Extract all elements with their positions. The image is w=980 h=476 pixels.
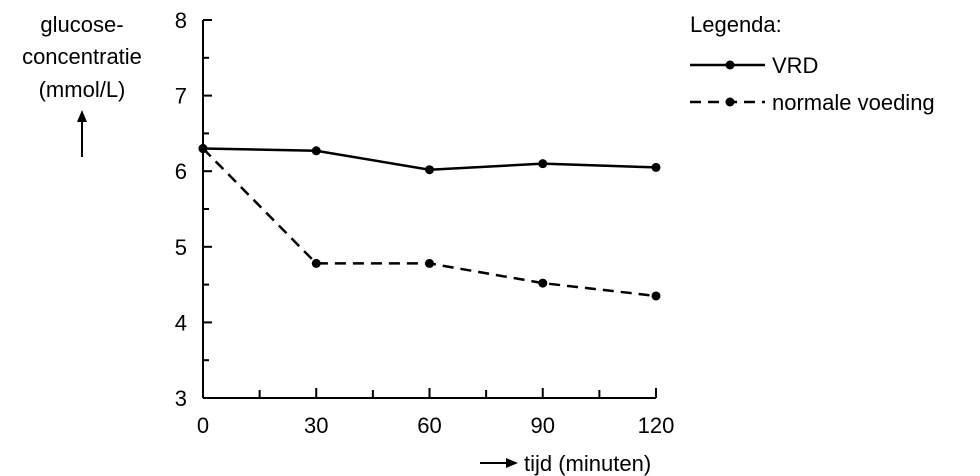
x-ticks: 0 30 60 90 120: [197, 388, 674, 438]
x-tick-label: 60: [417, 413, 441, 438]
series-lines: [198, 144, 661, 301]
legend-title: Legenda:: [690, 12, 782, 37]
y-axis-arrow: [77, 110, 87, 157]
legend-marker: [725, 97, 735, 107]
y-axis-label-line-3: (mmol/L): [39, 77, 126, 102]
y-tick-label: 3: [175, 386, 187, 411]
y-tick-label: 7: [175, 84, 187, 109]
data-point: [651, 291, 661, 301]
data-point: [311, 258, 321, 268]
x-axis-label: tijd (minuten): [524, 451, 651, 476]
y-ticks: 3 4 5 6 7 8: [175, 8, 212, 411]
y-tick-label: 4: [175, 310, 187, 335]
x-axis-arrow: [480, 458, 518, 468]
y-axis-label-line-1: glucose-: [40, 12, 123, 37]
x-tick-label: 120: [638, 413, 675, 438]
x-tick-label: 30: [304, 413, 328, 438]
x-tick-label: 0: [197, 413, 209, 438]
x-tick-label: 90: [531, 413, 555, 438]
y-tick-label: 8: [175, 8, 187, 33]
data-point: [311, 146, 321, 156]
legend-label: VRD: [772, 53, 818, 78]
data-point: [538, 159, 548, 169]
data-point: [425, 165, 434, 175]
y-tick-label: 6: [175, 159, 187, 184]
data-point: [198, 144, 208, 154]
data-point: [425, 258, 434, 268]
data-point: [651, 162, 661, 172]
data-point: [538, 278, 548, 288]
legend-label: normale voeding: [772, 90, 935, 115]
legend-marker: [725, 60, 735, 70]
y-tick-label: 5: [175, 235, 187, 260]
y-axis-label-line-2: concentratie: [22, 44, 142, 69]
legend: VRD normale voeding: [690, 53, 935, 115]
